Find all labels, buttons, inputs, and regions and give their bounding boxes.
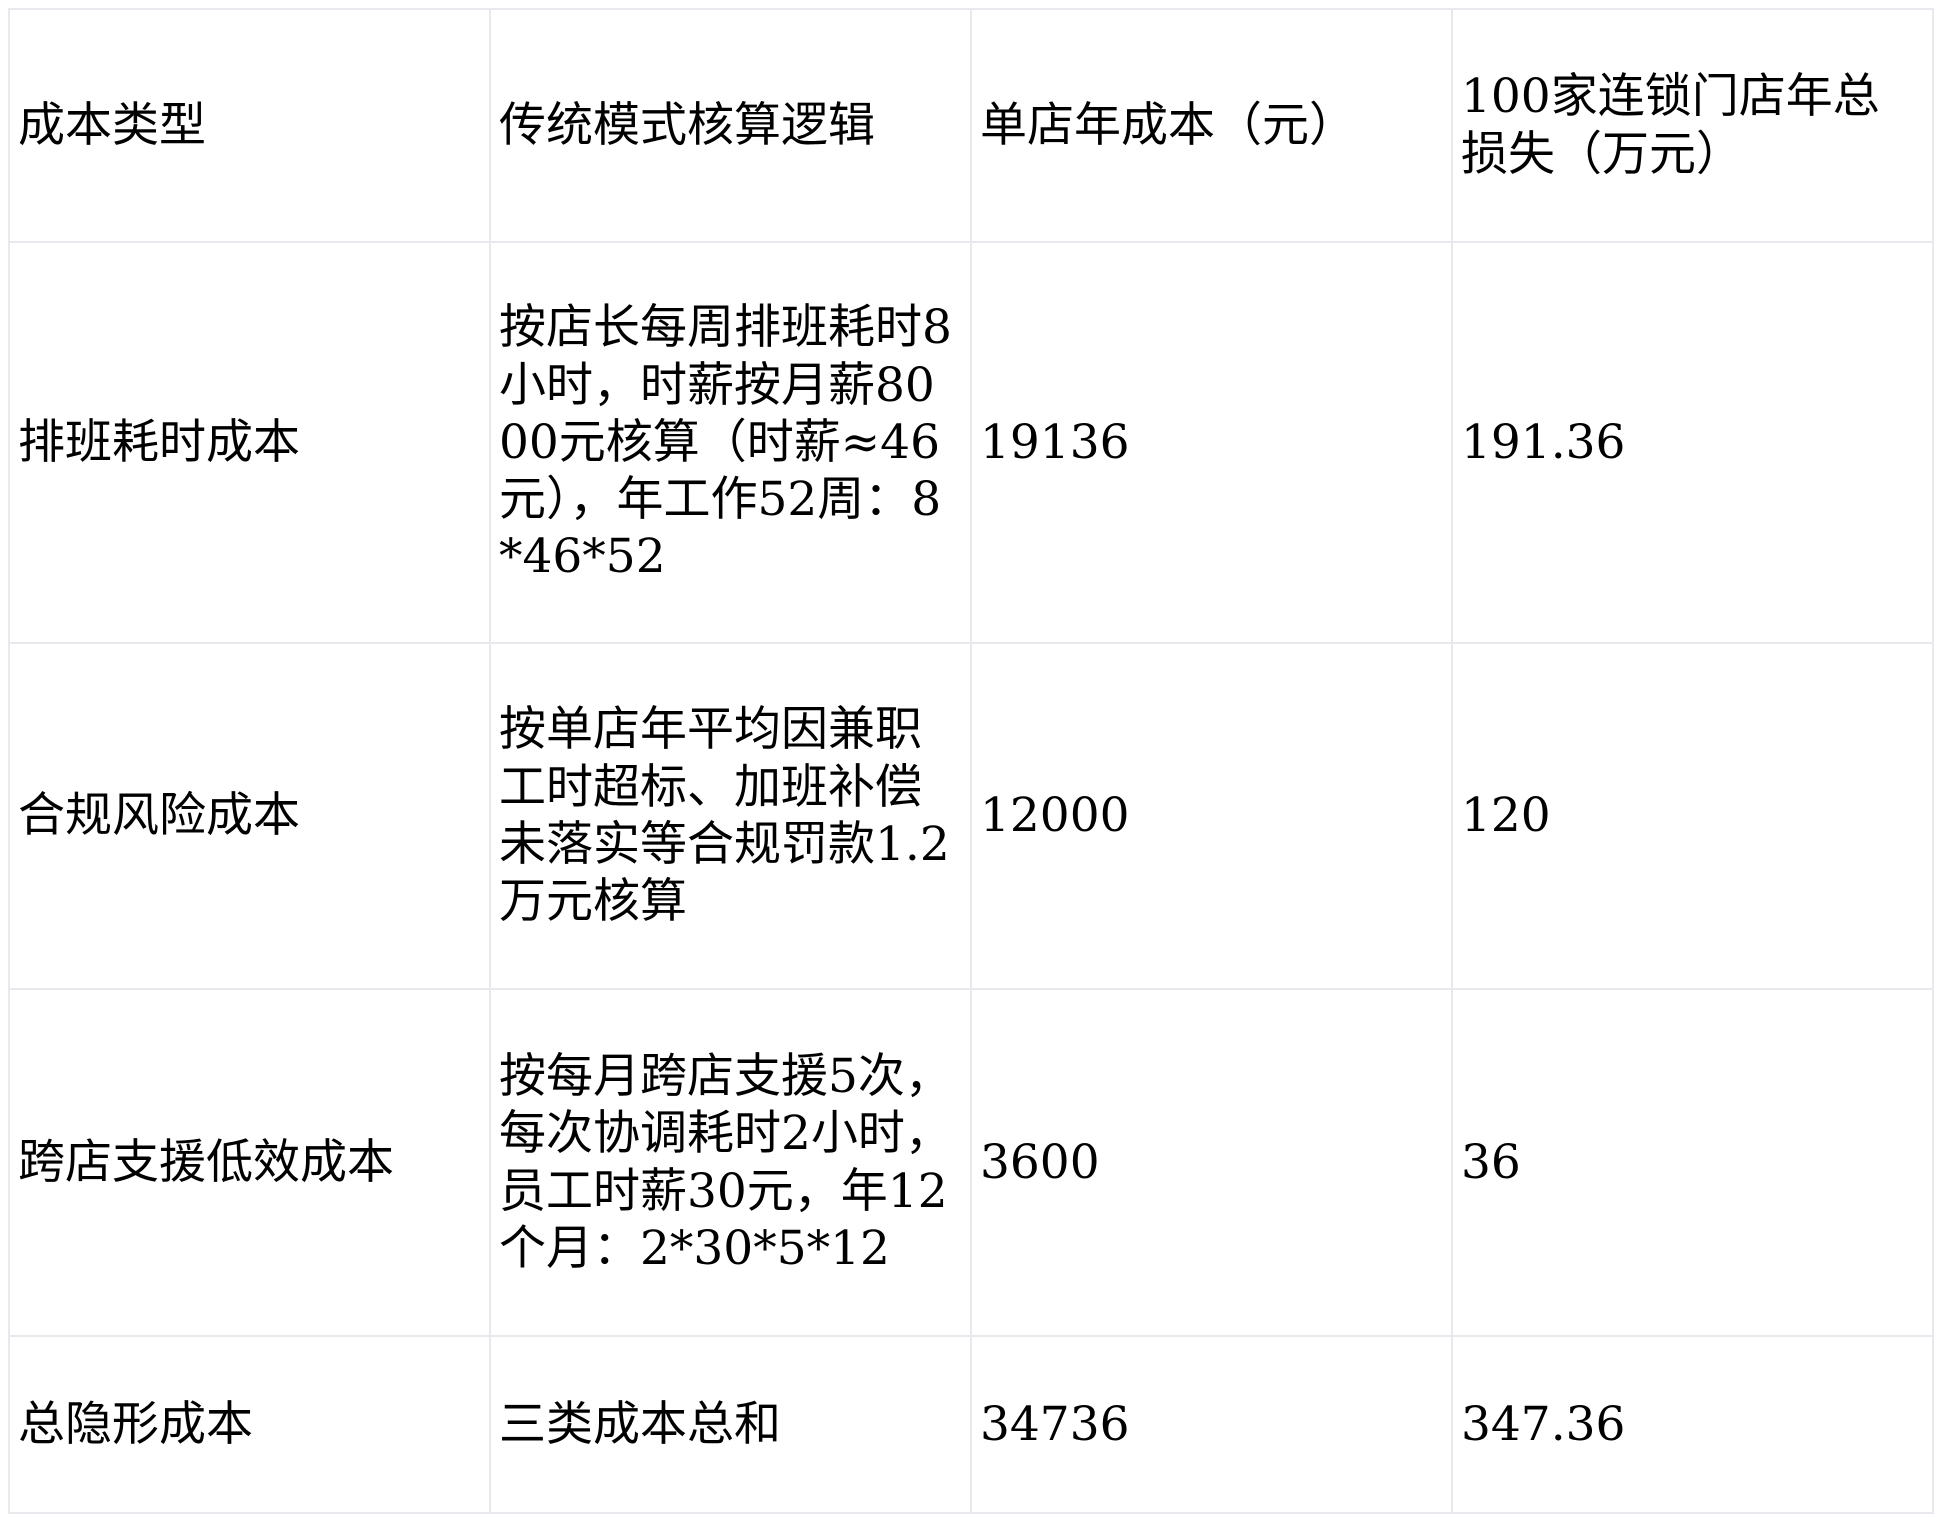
header-cell: 成本类型 <box>8 8 491 243</box>
single-store-cost-cell: 12000 <box>970 642 1453 990</box>
total-loss-cell: 36 <box>1451 988 1934 1337</box>
table-header-row: 成本类型 传统模式核算逻辑 单店年成本（元） 100家连锁门店年总损失（万元） <box>8 8 1934 243</box>
logic-cell: 按店长每周排班耗时8小时，时薪按月薪8000元核算（时薪≈46元），年工作52周… <box>489 241 972 644</box>
cost-type-cell: 排班耗时成本 <box>8 241 491 644</box>
cost-type-cell: 总隐形成本 <box>8 1335 491 1514</box>
single-store-cost-cell: 3600 <box>970 988 1453 1337</box>
cost-table: 成本类型 传统模式核算逻辑 单店年成本（元） 100家连锁门店年总损失（万元） … <box>8 8 1934 1514</box>
table-row: 跨店支援低效成本 按每月跨店支援5次，每次协调耗时2小时，员工时薪30元，年12… <box>8 988 1934 1337</box>
total-loss-cell: 347.36 <box>1451 1335 1934 1514</box>
cost-type-cell: 合规风险成本 <box>8 642 491 990</box>
table-row-total: 总隐形成本 三类成本总和 34736 347.36 <box>8 1335 1934 1514</box>
table-row: 合规风险成本 按单店年平均因兼职工时超标、加班补偿未落实等合规罚款1.2万元核算… <box>8 642 1934 990</box>
header-cell: 100家连锁门店年总损失（万元） <box>1451 8 1934 243</box>
single-store-cost-cell: 34736 <box>970 1335 1453 1514</box>
logic-cell: 按单店年平均因兼职工时超标、加班补偿未落实等合规罚款1.2万元核算 <box>489 642 972 990</box>
table-row: 排班耗时成本 按店长每周排班耗时8小时，时薪按月薪8000元核算（时薪≈46元）… <box>8 241 1934 644</box>
cost-type-cell: 跨店支援低效成本 <box>8 988 491 1337</box>
header-cell: 单店年成本（元） <box>970 8 1453 243</box>
total-loss-cell: 120 <box>1451 642 1934 990</box>
header-cell: 传统模式核算逻辑 <box>489 8 972 243</box>
total-loss-cell: 191.36 <box>1451 241 1934 644</box>
single-store-cost-cell: 19136 <box>970 241 1453 644</box>
logic-cell: 按每月跨店支援5次，每次协调耗时2小时，员工时薪30元，年12个月：2*30*5… <box>489 988 972 1337</box>
logic-cell: 三类成本总和 <box>489 1335 972 1514</box>
